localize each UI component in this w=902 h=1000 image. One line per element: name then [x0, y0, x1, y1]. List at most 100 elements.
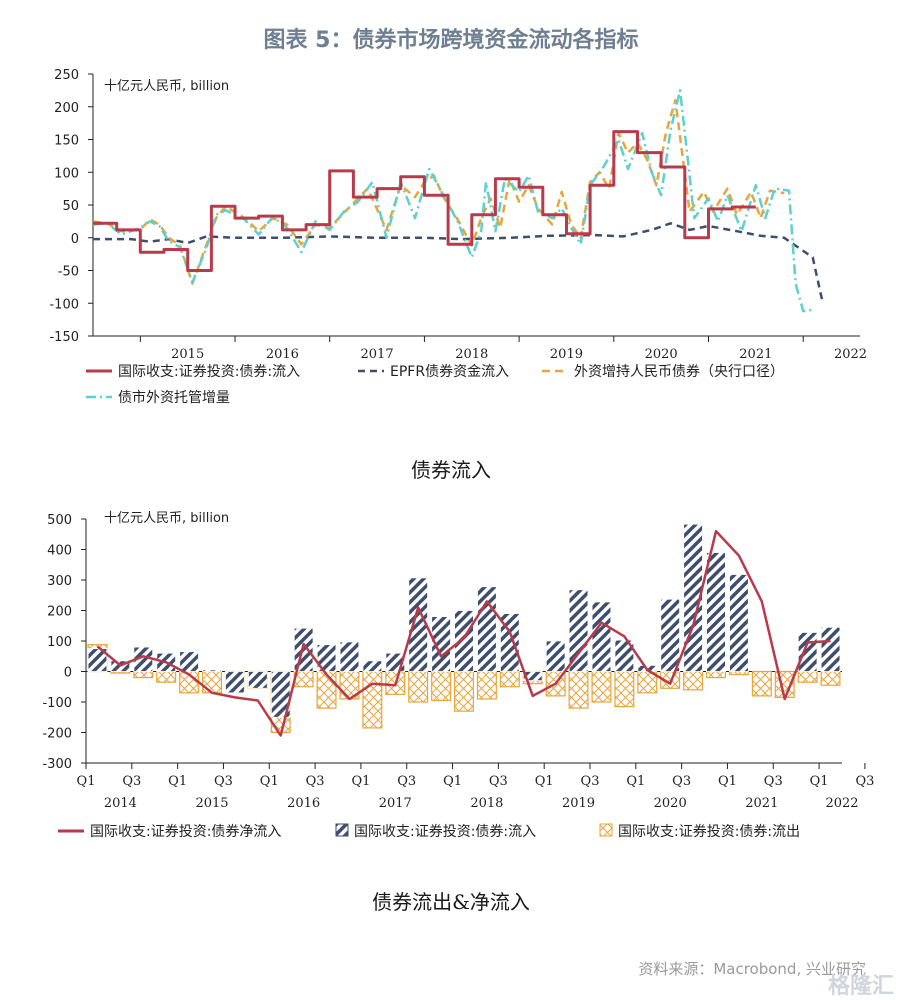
- year-label: 2014: [104, 796, 137, 811]
- unit-label: 十亿元人民币, billion: [104, 79, 229, 94]
- series-line-net: [96, 529, 831, 737]
- y-tick-label: 200: [47, 605, 72, 620]
- legend-swatch-outflow: [599, 823, 613, 837]
- legend-label-epfr: EPFR债券资金流入: [390, 364, 509, 380]
- quarter-label: Q3: [489, 774, 508, 789]
- series-line-custody: [92, 89, 813, 313]
- bar-outflow: [454, 670, 474, 712]
- quarter-label: Q1: [626, 774, 645, 789]
- bar-inflow: [820, 626, 841, 672]
- x-tick-label: 2021: [739, 347, 772, 362]
- bar-outflow: [362, 670, 383, 729]
- y-tick-label: -150: [49, 330, 79, 345]
- y-tick-label: 300: [47, 574, 72, 589]
- x-tick-label: 2015: [171, 347, 204, 362]
- legend-swatch-inflow: [335, 823, 349, 837]
- quarter-label: Q1: [351, 774, 370, 789]
- quarter-label: Q3: [214, 774, 233, 789]
- y-tick-label: 100: [54, 166, 79, 181]
- bar-inflow: [729, 574, 749, 672]
- chart-bond-outflow-net: 500 400 300 200 100 0 -100 -200 -300 十亿元人民币, bill…: [42, 511, 902, 840]
- bar-outflow: [499, 670, 520, 688]
- bar-inflow: [477, 586, 497, 672]
- chart2-caption: 债券流出&净流入: [372, 890, 530, 914]
- bar-inflow: [408, 577, 428, 672]
- series-line-pboc: [92, 98, 785, 285]
- bar-outflow: [133, 670, 154, 679]
- bar-outflow: [820, 670, 841, 686]
- series-line-epfr: [93, 222, 824, 301]
- source-note: 资料来源：Macrobond, 兴业研究: [638, 960, 866, 978]
- quarter-label: Q3: [122, 774, 141, 789]
- y-tick-label: -100: [49, 297, 79, 312]
- x-tick-label: 2016: [266, 347, 299, 362]
- legend-label-inflow: 国际收支:证券投资:债券:流入: [354, 824, 536, 840]
- y-tick-label: 500: [47, 513, 72, 528]
- y-tick-label: -100: [42, 696, 72, 711]
- quarter-label: Q1: [535, 774, 554, 789]
- year-label: 2020: [654, 796, 687, 811]
- y-tick-label: 100: [47, 635, 72, 650]
- quarter-label: Q1: [443, 774, 462, 789]
- bar-inflow: [614, 639, 635, 672]
- year-label: 2021: [745, 796, 778, 811]
- chart-bond-inflow: 250 200 150 100 50 0 -50 -100 -150 十亿元人民币, billio…: [49, 68, 867, 406]
- y-tick-label: 400: [47, 544, 72, 559]
- bar-inflow: [316, 644, 337, 672]
- year-label: 2016: [287, 796, 320, 811]
- y-tick-label: 200: [54, 101, 79, 116]
- y-tick-label: 0: [64, 666, 72, 681]
- x-tick-label: 2020: [645, 347, 678, 362]
- quarter-label: Q3: [672, 774, 691, 789]
- x-tick-label: 2017: [361, 347, 394, 362]
- bar-inflow: [706, 552, 726, 672]
- legend-label-bop: 国际收支:证券投资:债券:流入: [118, 364, 300, 380]
- bar-outflow: [728, 670, 749, 676]
- legend-label-pboc: 外资增持人民币债券（央行口径）: [574, 364, 784, 380]
- bar-outflow: [476, 670, 497, 700]
- page-title: 图表 5：债券市场跨境资金流动各指标: [263, 28, 639, 53]
- bar-outflow: [316, 670, 337, 709]
- bar-outflow: [202, 670, 222, 694]
- quarter-label: Q3: [855, 774, 874, 789]
- bar-inflow: [568, 589, 589, 672]
- bar-inflow: [362, 660, 383, 672]
- legend-label-custody: 债市外资托管增量: [118, 389, 230, 406]
- bar-inflow: [225, 671, 245, 694]
- quarter-label: Q3: [306, 774, 325, 789]
- unit-label: 十亿元人民币, billion: [104, 511, 229, 526]
- y-tick-label: -300: [42, 757, 72, 772]
- quarter-label: Q3: [764, 774, 783, 789]
- x-tick-label: 2019: [550, 347, 583, 362]
- bar-outflow: [591, 670, 612, 703]
- y-tick-label: -50: [58, 265, 79, 280]
- chart1-caption: 债券流入: [411, 458, 491, 482]
- series-line-bop: [93, 130, 756, 272]
- bar-outflow: [683, 670, 704, 691]
- bar-inflow: [591, 601, 612, 672]
- bar-outflow: [706, 670, 726, 679]
- legend-label-outflow: 国际收支:证券投资:债券:流出: [618, 824, 800, 840]
- y-tick-label: 150: [54, 134, 79, 149]
- bar-inflow: [87, 648, 108, 672]
- bar-outflow: [751, 670, 772, 697]
- year-label: 2015: [195, 796, 228, 811]
- y-tick-label: 250: [54, 68, 79, 83]
- legend-label-net: 国际收支:证券投资:债券净流入: [90, 824, 281, 840]
- bar-inflow: [522, 671, 543, 682]
- bar-inflow: [797, 632, 818, 672]
- x-tick-label: 2018: [455, 347, 488, 362]
- y-tick-label: 50: [62, 199, 79, 214]
- bar-outflow: [431, 670, 452, 702]
- bar-outflow: [568, 670, 589, 709]
- x-tick-label: 2022: [834, 347, 867, 362]
- bar-inflow: [431, 616, 451, 672]
- year-label: 2022: [825, 796, 858, 811]
- watermark-logo: 格隆汇: [827, 974, 894, 999]
- bar-outflow: [797, 670, 818, 683]
- quarter-label: Q3: [397, 774, 416, 789]
- quarter-label: Q3: [581, 774, 600, 789]
- bar-inflow: [660, 598, 680, 672]
- bar-outflow: [614, 670, 635, 708]
- quarter-label: Q1: [168, 774, 187, 789]
